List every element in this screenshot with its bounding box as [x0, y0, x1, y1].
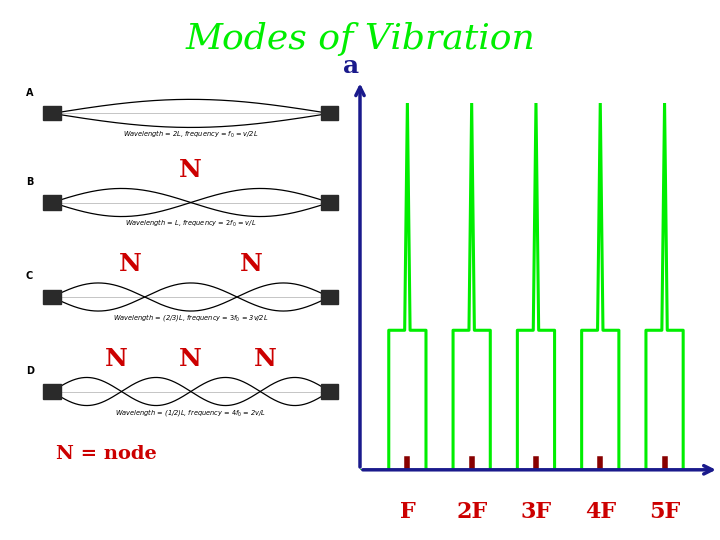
Bar: [320, 106, 338, 120]
Bar: [43, 290, 61, 304]
Bar: [320, 384, 338, 399]
Text: Wavelength = (1/2)L, frequency = $4f_0$ = 2v/L: Wavelength = (1/2)L, frequency = $4f_0$ …: [115, 407, 266, 418]
Text: N: N: [179, 158, 202, 182]
Bar: [43, 384, 61, 399]
Text: Wavelength = 2L, frequency = $f_0$ = v/2L: Wavelength = 2L, frequency = $f_0$ = v/2…: [123, 129, 258, 139]
Text: N: N: [105, 347, 127, 371]
Text: Wavelength = (2/3)L, frequency = $3f_0$ = 3v/2L: Wavelength = (2/3)L, frequency = $3f_0$ …: [113, 313, 269, 323]
Text: N: N: [119, 252, 141, 276]
Text: 3F: 3F: [521, 501, 552, 523]
Text: B: B: [26, 177, 33, 187]
Text: 2F: 2F: [456, 501, 487, 523]
Text: 4F: 4F: [585, 501, 616, 523]
Text: N = node: N = node: [56, 445, 156, 463]
Text: 5F: 5F: [649, 501, 680, 523]
Bar: [43, 195, 61, 210]
Text: a: a: [343, 54, 359, 78]
Text: Wavelength = L, frequency = $2f_0$ = v/L: Wavelength = L, frequency = $2f_0$ = v/L: [125, 218, 256, 228]
Bar: [320, 290, 338, 304]
Text: A: A: [26, 88, 33, 98]
Bar: [320, 195, 338, 210]
Text: C: C: [26, 272, 33, 281]
Text: D: D: [26, 366, 34, 376]
Text: N: N: [179, 347, 202, 371]
Text: Modes of Vibration: Modes of Vibration: [185, 22, 535, 56]
Text: N: N: [254, 347, 276, 371]
Text: F: F: [400, 501, 415, 523]
Text: N: N: [240, 252, 263, 276]
Bar: [43, 106, 61, 120]
